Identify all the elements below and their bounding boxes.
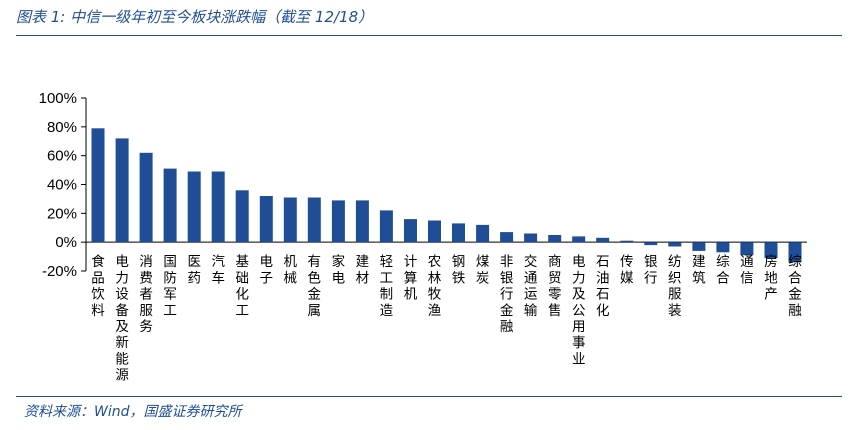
bar (452, 223, 465, 243)
bar (307, 197, 321, 243)
x-tick-label: 建筑 (692, 254, 706, 286)
bar (788, 242, 802, 263)
bar (139, 152, 153, 243)
bar (235, 190, 249, 243)
x-tick-label: 商贸零售 (548, 254, 562, 319)
bar (524, 233, 538, 243)
bar (596, 237, 610, 243)
bar (548, 235, 562, 243)
y-tick-label: 40% (47, 177, 77, 194)
x-tick-label: 建材 (356, 254, 370, 286)
bar (716, 242, 730, 253)
bar (331, 200, 345, 243)
bars-group (91, 128, 802, 263)
x-tick-label: 通信 (740, 254, 754, 286)
x-tick-label: 综合金融 (788, 254, 802, 319)
x-tick-label: 电子 (260, 254, 274, 286)
bar (187, 171, 201, 243)
x-tick-label: 综合 (716, 254, 730, 286)
bar (476, 224, 490, 243)
x-tick-label: 农林牧渔 (428, 254, 442, 319)
x-tick-label: 轻工制造 (380, 254, 394, 319)
y-tick-label: 60% (47, 148, 77, 165)
y-axis: -20% 0% 20% 40% 60% 80% 100% (39, 90, 807, 280)
x-tick-label: 石油石化 (596, 254, 610, 319)
bar (379, 210, 393, 243)
y-tick-label: 20% (47, 205, 77, 222)
x-tick-label: 电力设备及新能源 (115, 254, 129, 383)
bar (644, 242, 658, 246)
bar-chart: -20% 0% 20% 40% 60% 80% 100% 食品饮料电力设备及新能源消费者服务… (39, 90, 807, 384)
bar (211, 171, 225, 243)
bar (91, 128, 105, 243)
y-tick-label: 80% (47, 119, 77, 136)
bar (428, 220, 441, 243)
bar (620, 240, 634, 243)
x-tick-label: 医药 (187, 254, 201, 286)
y-tick-label: -20% (42, 263, 77, 280)
x-labels-group: 食品饮料电力设备及新能源消费者服务国防军工医药汽车基础化工电子机械有色金属家电建… (91, 253, 802, 383)
bar (404, 219, 417, 243)
x-tick-label: 计算机 (404, 254, 418, 302)
x-tick-label: 食品饮料 (91, 253, 105, 319)
bar (163, 168, 177, 243)
x-tick-label: 传媒 (620, 254, 634, 286)
x-tick-label: 汽车 (211, 254, 225, 286)
bar (259, 196, 273, 243)
x-tick-label: 纺织服装 (668, 254, 682, 319)
bar (740, 242, 754, 256)
x-tick-label: 有色金属 (308, 254, 322, 319)
bar (500, 232, 514, 243)
x-tick-label: 国防军工 (163, 254, 177, 319)
source-rule (16, 396, 842, 397)
bar (668, 242, 682, 247)
title-rule (16, 35, 842, 36)
x-tick-label: 基础化工 (235, 253, 249, 319)
y-tick-label: 0% (55, 234, 77, 251)
y-tick-label: 100% (39, 90, 77, 107)
bar (355, 200, 369, 243)
x-tick-label: 机械 (284, 254, 298, 286)
x-tick-label: 家电 (332, 253, 346, 286)
bar (572, 236, 586, 243)
x-tick-label: 交通运输 (524, 253, 538, 319)
chart-title: 图表 1: 中信一级年初至今板块涨跌幅（截至 12/18） (16, 8, 374, 26)
x-tick-label: 电力及公用事业 (572, 254, 586, 367)
source-note: 资料来源：Wind，国盛证券研究所 (24, 404, 242, 420)
x-tick-label: 消费者服务 (139, 254, 153, 335)
bar (115, 138, 129, 243)
x-tick-label: 非银行金融 (500, 254, 514, 335)
x-tick-label: 房地产 (764, 254, 778, 302)
bar (283, 197, 297, 243)
x-tick-label: 银行 (644, 254, 658, 286)
bar (764, 242, 778, 259)
x-tick-label: 煤炭 (476, 254, 490, 286)
bar (692, 242, 706, 251)
x-tick-label: 钢铁 (452, 254, 466, 286)
